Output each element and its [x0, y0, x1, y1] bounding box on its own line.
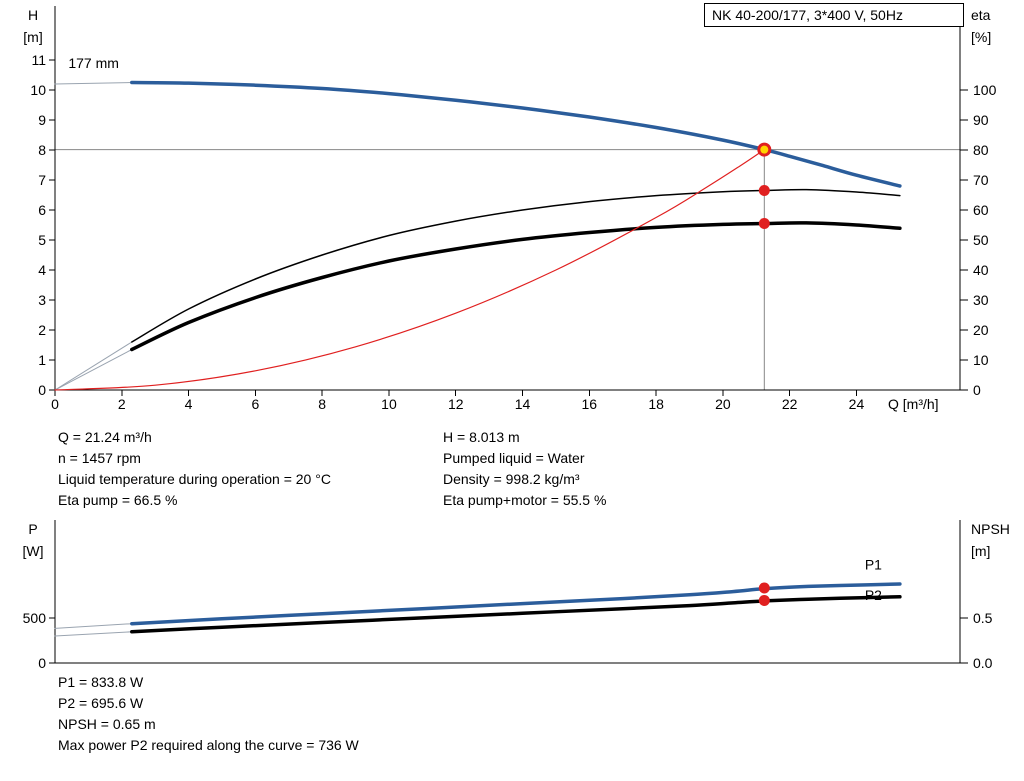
right-axis-title: eta [971, 7, 991, 23]
x-axis-tick-label: 18 [648, 396, 664, 412]
left-axis-tick-label: 500 [23, 610, 47, 626]
info-line-p2: P2 = 695.6 W [58, 695, 144, 711]
info-line-npsh: NPSH = 0.65 m [58, 716, 156, 732]
x-axis-tick-label: 22 [782, 396, 798, 412]
p1-duty-point [758, 582, 770, 594]
right-axis-tick-label: 70 [973, 172, 989, 188]
left-axis-tick-label: 10 [30, 82, 46, 98]
duty-info-left-column: Q = 21.24 m³/h n = 1457 rpm Liquid tempe… [58, 427, 331, 511]
duty-point [757, 142, 772, 157]
left-axis-tick-label: 8 [38, 142, 46, 158]
right-axis-tick-label: 0 [973, 382, 981, 398]
right-axis-tick-label: 10 [973, 352, 989, 368]
power-npsh-chart: 0 500 0.0 0.5 P [W] NPSH [m] P1 P2 [23, 520, 1010, 671]
power-info-block: P1 = 833.8 W P2 = 695.6 W NPSH = 0.65 m … [58, 672, 359, 756]
info-line-max-power: Max power P2 required along the curve = … [58, 737, 359, 753]
left-axis-tick-label: 3 [38, 292, 46, 308]
info-line-liquid: Pumped liquid = Water [443, 450, 585, 466]
right-axis-tick-label: 0.5 [973, 610, 993, 626]
right-axis-tick-label: 20 [973, 322, 989, 338]
right-axis-tick-label: 80 [973, 142, 989, 158]
eta-pump-lead [54, 341, 133, 391]
eta-pump-motor-point [758, 218, 770, 229]
head-curve-lead [54, 82, 133, 85]
annotation-177-mm: 177 mm [68, 55, 119, 71]
right-axis-title: [%] [971, 29, 991, 45]
info-line-eta-pump: Eta pump = 66.5 % [58, 492, 178, 508]
info-line-eta-pump-motor: Eta pump+motor = 55.5 % [443, 492, 607, 508]
duty-info-right-column: H = 8.013 m Pumped liquid = Water Densit… [443, 427, 606, 511]
x-axis-tick-label: 24 [849, 396, 865, 412]
right-axis-title: [m] [971, 543, 990, 559]
info-line-flow: Q = 21.24 m³/h [58, 429, 152, 445]
duty-system-curve [54, 149, 765, 391]
x-axis-title: Q [m³/h] [888, 396, 939, 412]
eta-pump-curve [131, 188, 901, 343]
left-axis-title: [W] [23, 543, 44, 559]
right-axis-tick-label: 40 [973, 262, 989, 278]
left-axis-title: P [28, 521, 37, 537]
info-line-speed: n = 1457 rpm [58, 450, 141, 466]
left-axis-tick-label: 1 [38, 352, 46, 368]
eta-pump-point [758, 185, 770, 196]
right-axis-title: NPSH [971, 521, 1010, 537]
p1-curve [130, 582, 902, 626]
p2-lead [54, 631, 133, 637]
pump-title-box: NK 40-200/177, 3*400 V, 50Hz [704, 3, 964, 27]
annotation-p2: P2 [865, 587, 882, 603]
p2-curve [130, 595, 902, 634]
left-axis-tick-label: 7 [38, 172, 46, 188]
right-axis-tick-label: 60 [973, 202, 989, 218]
axes [49, 520, 968, 664]
left-axis-tick-label: 0 [38, 655, 46, 671]
left-axis-tick-label: 0 [38, 382, 46, 398]
x-axis-tick-label: 2 [118, 396, 126, 412]
x-axis-tick-label: 6 [251, 396, 259, 412]
info-line-p1: P1 = 833.8 W [58, 674, 144, 690]
eta-pump-motor-curve [130, 221, 902, 352]
x-axis-tick-label: 0 [51, 396, 59, 412]
x-axis-tick-label: 20 [715, 396, 731, 412]
info-line-head: H = 8.013 m [443, 429, 520, 445]
eta-pump-motor-lead [54, 349, 133, 391]
right-axis-tick-label: 100 [973, 82, 997, 98]
info-line-density: Density = 998.2 kg/m³ [443, 471, 580, 487]
p2-duty-point [758, 594, 770, 606]
x-axis-tick-label: 4 [185, 396, 193, 412]
x-axis-tick-label: 8 [318, 396, 326, 412]
left-axis-tick-label: 11 [31, 52, 46, 68]
axes [49, 6, 968, 396]
left-axis-tick-label: 2 [38, 322, 46, 338]
x-axis-tick-label: 12 [448, 396, 464, 412]
x-axis-tick-label: 14 [515, 396, 531, 412]
left-axis-tick-label: 4 [38, 262, 46, 278]
right-axis-tick-label: 30 [973, 292, 989, 308]
right-axis-tick-label: 0.0 [973, 655, 993, 671]
right-axis-tick-label: 50 [973, 232, 989, 248]
x-axis-tick-label: 16 [582, 396, 598, 412]
left-axis-title: H [28, 7, 38, 23]
x-axis-tick-label: 10 [381, 396, 397, 412]
info-line-temperature: Liquid temperature during operation = 20… [58, 471, 331, 487]
left-axis-tick-label: 6 [38, 202, 46, 218]
annotation-p1: P1 [865, 556, 882, 572]
head-curve-177mm [130, 80, 902, 188]
left-axis-tick-label: 9 [38, 112, 46, 128]
left-axis-tick-label: 5 [38, 232, 46, 248]
p1-lead [54, 623, 133, 629]
right-axis-tick-label: 90 [973, 112, 989, 128]
left-axis-title: [m] [23, 29, 42, 45]
